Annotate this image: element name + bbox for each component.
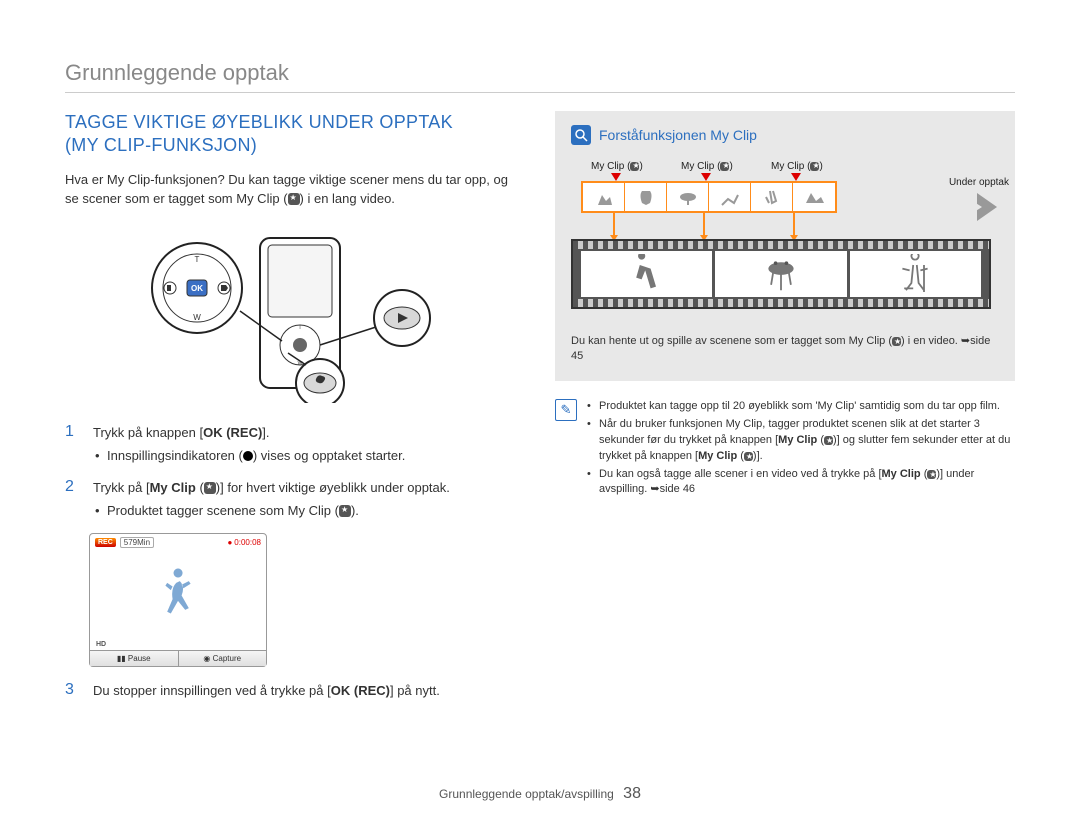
marker-icon (611, 173, 621, 181)
svg-text:W: W (193, 313, 201, 322)
ss-capture-label: Capture (213, 654, 241, 663)
film-label-1b: ) (639, 161, 642, 172)
step1-sub-b: ) vises og opptaket starter. (253, 448, 405, 463)
myclip-icon (824, 436, 833, 445)
ss-skater-icon (160, 565, 196, 637)
myclip-icon (744, 452, 753, 461)
caption-a: Du kan hente ut og spille av scenene som… (571, 335, 892, 347)
step2-sub-a: Produktet tagger scenene som My Clip ( (107, 503, 339, 518)
recording-screenshot: REC 579Min 0:00:08 HD ▮▮ Pause ◉ Capture (89, 533, 267, 667)
myclip-icon (630, 162, 639, 171)
intro-b: ) i en lang video. (300, 191, 395, 206)
footer: Grunnleggende opptak/avspilling 38 (0, 785, 1080, 803)
under-opptak-label: Under opptak (949, 177, 1009, 188)
note-1: Produktet kan tagge opp til 20 øyeblikk … (587, 399, 1015, 415)
step-num: 2 (65, 478, 79, 521)
film-diagram: My Clip () My Clip () My Clip () (571, 157, 999, 322)
n2e: My Clip (698, 450, 737, 462)
myclip-icon (288, 193, 300, 205)
step1-c: ]. (262, 425, 269, 440)
section-title: TAGGE VIKTIGE ØYEBLIKK UNDER OPPTAK (MY … (65, 111, 525, 158)
note-2: Når du bruker funksjonen My Clip, tagger… (587, 417, 1015, 465)
device-illustration: T W OK T W (65, 223, 525, 403)
magnify-icon (571, 125, 591, 145)
film-top-strip (581, 181, 837, 213)
step3-c: ] på nytt. (390, 683, 440, 698)
breadcrumb: Grunnleggende opptak (65, 60, 1015, 86)
footer-label: Grunnleggende opptak/avspilling (439, 787, 614, 801)
myclip-icon (810, 162, 819, 171)
myclip-icon (204, 482, 216, 494)
svg-text:OK: OK (191, 284, 203, 293)
step-num: 3 (65, 681, 79, 701)
marker-icon (791, 173, 801, 181)
film-bottom-strip (571, 239, 991, 309)
n3e: side 46 (660, 483, 695, 495)
step-2: 2 Trykk på [My Clip ( )] for hvert viktig… (65, 478, 525, 521)
ss-rec-badge: REC (95, 538, 116, 547)
ss-time: 0:00:08 (227, 538, 261, 547)
divider (65, 92, 1015, 93)
note-icon: ✎ (555, 399, 577, 421)
section-title-line1: TAGGE VIKTIGE ØYEBLIKK UNDER OPPTAK (65, 112, 453, 132)
intro-a: Hva er My Clip-funksjonen? Du kan tagge … (65, 172, 508, 207)
film-label-1a: My Clip ( (591, 161, 630, 172)
step1-b: OK (REC) (203, 425, 262, 440)
ss-hd: HD (90, 641, 266, 650)
myclip-icon (720, 162, 729, 171)
caption-b: ) i en video. (901, 335, 961, 347)
info-title: Forståfunksjonen My Clip (599, 127, 757, 143)
n3b: My Clip (882, 468, 921, 480)
n2c: ( (817, 434, 824, 446)
marker-icon (701, 173, 711, 181)
step2-c: ( (196, 480, 204, 495)
n3c: ( (921, 468, 928, 480)
myclip-icon (339, 505, 351, 517)
film-label-2b: ) (729, 161, 732, 172)
step2-sub-b: ). (351, 503, 359, 518)
step3-b: OK (REC) (331, 683, 390, 698)
n3a: Du kan også tagge alle scener i en video… (599, 468, 882, 480)
record-dot-icon (243, 451, 253, 461)
step2-b: My Clip (150, 480, 196, 495)
film-label-3b: ) (819, 161, 822, 172)
step3-a: Du stopper innspillingen ved å trykke på… (93, 683, 331, 698)
step2-a: Trykk på [ (93, 480, 150, 495)
step-1: 1 Trykk på knappen [OK (REC)]. Innspilli… (65, 423, 525, 466)
svg-text:T: T (195, 255, 200, 264)
notes-block: ✎ Produktet kan tagge opp til 20 øyeblik… (555, 399, 1015, 501)
ss-pause-label: Pause (128, 654, 151, 663)
step1-sub-a: Innspillingsindikatoren ( (107, 448, 243, 463)
film-label-3a: My Clip ( (771, 161, 810, 172)
n2g: )]. (753, 450, 763, 462)
n2f: ( (737, 450, 744, 462)
myclip-icon (927, 470, 936, 479)
n2b: My Clip (778, 434, 817, 446)
info-box: Forståfunksjonen My Clip My Clip () My C… (555, 111, 1015, 381)
ss-pause-button: ▮▮ Pause (90, 651, 179, 666)
step-3: 3 Du stopper innspillingen ved å trykke … (65, 681, 525, 701)
step-num: 1 (65, 423, 79, 466)
intro-paragraph: Hva er My Clip-funksjonen? Du kan tagge … (65, 170, 525, 209)
info-caption: Du kan hente ut og spille av scenene som… (571, 334, 999, 365)
section-title-line2: (MY CLIP-FUNKSJON) (65, 135, 257, 155)
myclip-icon (892, 337, 901, 346)
svg-text:T: T (298, 325, 301, 331)
film-label-2a: My Clip ( (681, 161, 720, 172)
arrow-right-icon (977, 193, 1011, 221)
ss-remain: 579Min (120, 537, 154, 548)
note-3: Du kan også tagge alle scener i en video… (587, 467, 1015, 499)
step1-a: Trykk på knappen [ (93, 425, 203, 440)
step2-d: )] for hvert viktige øyeblikk under oppt… (216, 480, 450, 495)
page-number: 38 (623, 785, 641, 802)
ss-capture-button: ◉ Capture (179, 651, 267, 666)
